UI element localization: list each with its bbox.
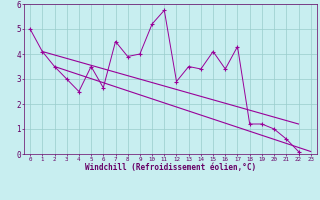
X-axis label: Windchill (Refroidissement éolien,°C): Windchill (Refroidissement éolien,°C) [85, 163, 256, 172]
